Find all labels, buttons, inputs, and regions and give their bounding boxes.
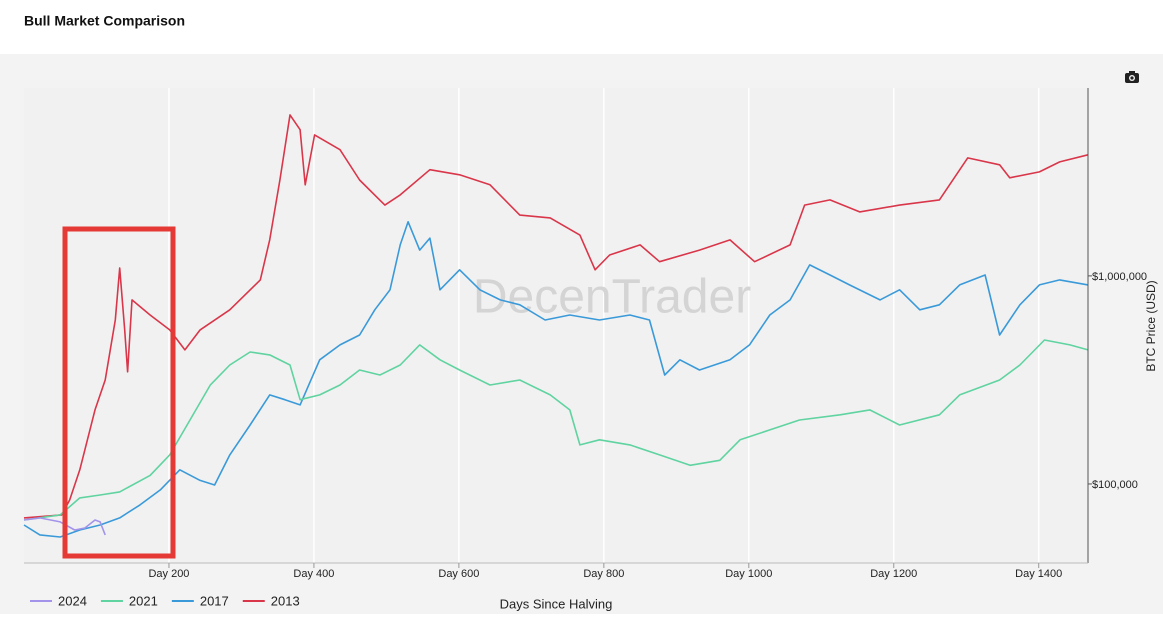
x-tick-label: Day 600	[438, 568, 479, 580]
legend-label: 2013	[271, 593, 300, 608]
plot-bg	[24, 88, 1088, 563]
legend: 2024 2021 2017 2013	[30, 593, 300, 608]
header-bg	[0, 0, 1163, 54]
x-axis-title: Days Since Halving	[500, 596, 613, 611]
lines	[23, 114, 1089, 538]
ticks: Day 200 Day 400 Day 600 Day 800 Day 1000 Day …	[148, 271, 1147, 580]
series-line	[23, 221, 1089, 538]
page-title: Bull Market Comparison	[24, 13, 185, 29]
series-line	[23, 517, 106, 536]
x-tick-label: Day 1000	[725, 568, 772, 580]
y-tick-label: $100,000	[1092, 479, 1138, 491]
x-tick-label: Day 400	[293, 568, 334, 580]
legend-label: 2021	[129, 593, 158, 608]
x-tick-label: Day 800	[583, 568, 624, 580]
legend-label: 2024	[58, 593, 87, 608]
x-tick-label: Day 1200	[870, 568, 917, 580]
x-tick-label: Day 1400	[1015, 568, 1062, 580]
series-line	[23, 339, 1089, 521]
y-axis-title: BTC Price (USD)	[1144, 280, 1158, 371]
highlight-box	[62, 226, 176, 559]
x-tick-label: Day 200	[148, 568, 189, 580]
camera-icon[interactable]	[1125, 71, 1139, 83]
y-tick-label: $1,000,000	[1092, 271, 1147, 283]
watermark: DecenTrader	[473, 271, 751, 324]
grid	[168, 88, 1040, 563]
legend-label: 2017	[200, 593, 229, 608]
series-line	[23, 114, 1089, 519]
